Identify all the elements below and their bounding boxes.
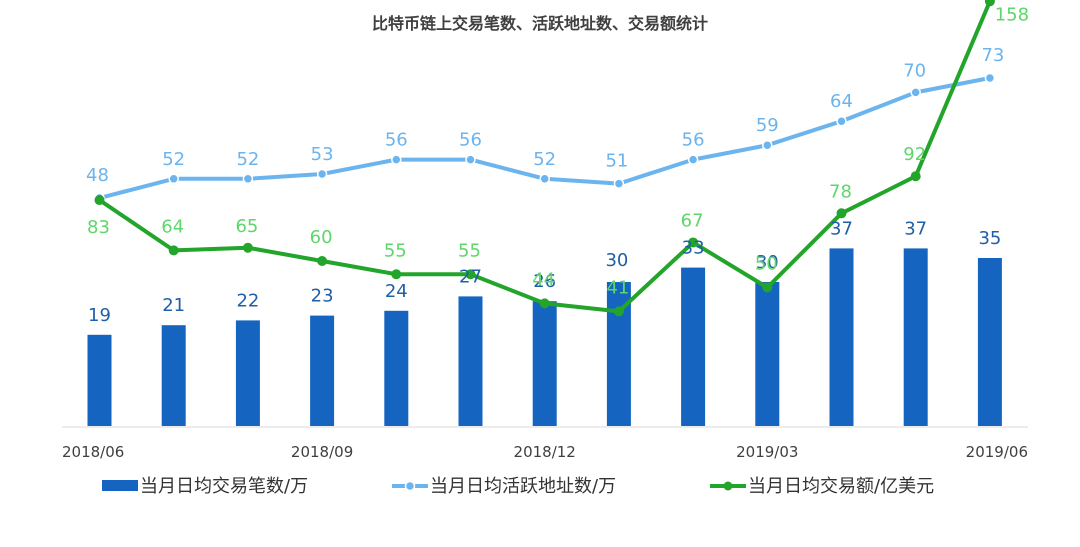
bar-2019/06: [977, 258, 1002, 426]
label-series-0-2019/05: 37: [904, 218, 927, 239]
label-series-0-2019/03: 30: [756, 252, 779, 273]
point-series-1-2018/11: [465, 154, 476, 165]
point-series-2-2019/02: [688, 237, 699, 248]
point-series-2-2018/06: [94, 195, 105, 206]
label-series-0-2019/06: 35: [978, 228, 1001, 249]
bar-series: [87, 248, 1002, 426]
label-series-1-2019/03: 59: [756, 115, 779, 136]
label-series-0-2018/06: 19: [88, 305, 111, 326]
bar-2019/05: [903, 248, 928, 426]
legend-marker-addresses: [404, 480, 416, 492]
label-series-2-2018/10: 55: [384, 240, 407, 261]
legend-marker-volume: [723, 481, 733, 491]
label-series-2-2019/06: 158: [995, 4, 1029, 25]
point-series-2-2019/04: [836, 208, 847, 219]
label-series-2-2018/07: 64: [161, 216, 184, 237]
x-tick-2018/06: 2018/06: [62, 443, 124, 461]
label-series-0-2018/07: 21: [162, 295, 185, 316]
bar-2019/03: [755, 282, 780, 426]
bar-2018/07: [161, 325, 186, 426]
label-series-2-2018/12: 44: [532, 269, 555, 290]
label-series-1-2018/11: 56: [459, 130, 482, 151]
legend-label-transactions: 当月日均交易笔数/万: [140, 476, 308, 497]
label-series-2-2018/08: 65: [235, 216, 258, 237]
label-series-2-2019/05: 92: [903, 144, 926, 165]
label-series-2-2018/09: 60: [310, 227, 333, 248]
label-series-1-2019/06: 73: [981, 45, 1004, 66]
point-series-2-2018/11: [465, 269, 476, 280]
x-tick-2018/12: 2018/12: [514, 443, 576, 461]
bar-2018/08: [235, 320, 260, 426]
point-series-1-2019/06: [984, 72, 996, 84]
point-series-1-2018/12: [539, 173, 550, 185]
data-labels: 19 21 22 23 24 27 26 30 33 30 37 37 35 48 52 52 53 56 56 52…: [86, 4, 1029, 326]
legend: 当月日均交易笔数/万 当月日均活跃地址数/万 当月日均交易额/亿美元: [102, 476, 934, 497]
label-series-1-2019/05: 70: [903, 60, 926, 81]
label-series-2-2018/06: 83: [87, 217, 110, 238]
bar-2018/09: [310, 315, 335, 426]
point-series-1-2018/09: [316, 168, 328, 180]
bar-2019/02: [681, 267, 706, 426]
point-series-1-2018/10: [391, 154, 402, 165]
label-series-0-2019/01: 30: [605, 250, 628, 271]
label-series-1-2019/01: 51: [605, 151, 628, 172]
point-series-2-2018/09: [317, 256, 328, 266]
label-series-1-2019/04: 64: [830, 91, 853, 112]
legend-label-volume: 当月日均交易额/亿美元: [748, 476, 934, 497]
bar-2018/10: [384, 310, 409, 426]
point-series-2-2019/01: [613, 306, 624, 317]
label-series-0-2018/10: 24: [385, 281, 408, 302]
x-tick-2018/09: 2018/09: [291, 443, 353, 461]
label-series-2-2018/11: 55: [458, 240, 481, 261]
point-series-1-2019/03: [762, 139, 773, 151]
x-axis-ticks: 2018/06 2018/09 2018/12 2019/03 2019/06: [62, 443, 1028, 461]
chart-title: 比特币链上交易笔数、活跃地址数、交易额统计: [372, 14, 708, 33]
point-series-1-2019/04: [836, 115, 847, 127]
label-series-1-2018/07: 52: [162, 149, 185, 170]
label-series-1-2018/09: 53: [311, 144, 334, 165]
bar-2018/06: [87, 334, 112, 426]
point-series-2-2019/03: [762, 282, 773, 293]
point-series-1-2019/05: [910, 87, 921, 98]
label-series-2-2019/03: 50: [755, 254, 778, 275]
point-series-2-2018/12: [539, 298, 550, 309]
point-series-1-2018/07: [168, 173, 179, 185]
x-tick-2019/06: 2019/06: [966, 443, 1028, 461]
point-series-1-2019/01: [613, 178, 625, 189]
bar-2018/11: [458, 296, 483, 426]
point-series-1-2019/02: [687, 154, 699, 165]
bar-2019/04: [829, 248, 854, 426]
label-series-1-2018/06: 48: [86, 165, 109, 186]
label-series-1-2018/12: 52: [533, 149, 556, 170]
legend-swatch-transactions: [102, 480, 138, 491]
label-series-0-2018/08: 22: [236, 290, 259, 311]
point-series-2-2018/10: [391, 269, 402, 280]
label-series-1-2018/08: 52: [236, 149, 259, 170]
label-series-2-2019/04: 78: [829, 181, 852, 202]
point-series-2-2019/05: [910, 171, 921, 182]
label-series-0-2019/02: 33: [682, 238, 705, 259]
point-series-2-2018/08: [242, 242, 253, 253]
line-series: [94, 0, 996, 317]
label-series-1-2018/10: 56: [385, 130, 408, 151]
legend-label-addresses: 当月日均活跃地址数/万: [430, 476, 616, 497]
label-series-2-2019/01: 41: [606, 277, 629, 298]
bar-2018/12: [532, 301, 557, 426]
point-series-1-2018/08: [242, 173, 254, 185]
label-series-2-2019/02: 67: [681, 210, 704, 231]
point-series-2-2018/07: [168, 245, 179, 256]
label-series-0-2019/04: 37: [830, 218, 853, 239]
point-series-2-2019/06: [984, 0, 995, 7]
label-series-1-2019/02: 56: [682, 130, 705, 151]
label-series-0-2018/09: 23: [311, 286, 334, 307]
label-series-0-2018/12: 26: [533, 271, 556, 292]
label-series-0-2018/11: 27: [459, 266, 482, 287]
x-tick-2019/03: 2019/03: [736, 443, 798, 461]
